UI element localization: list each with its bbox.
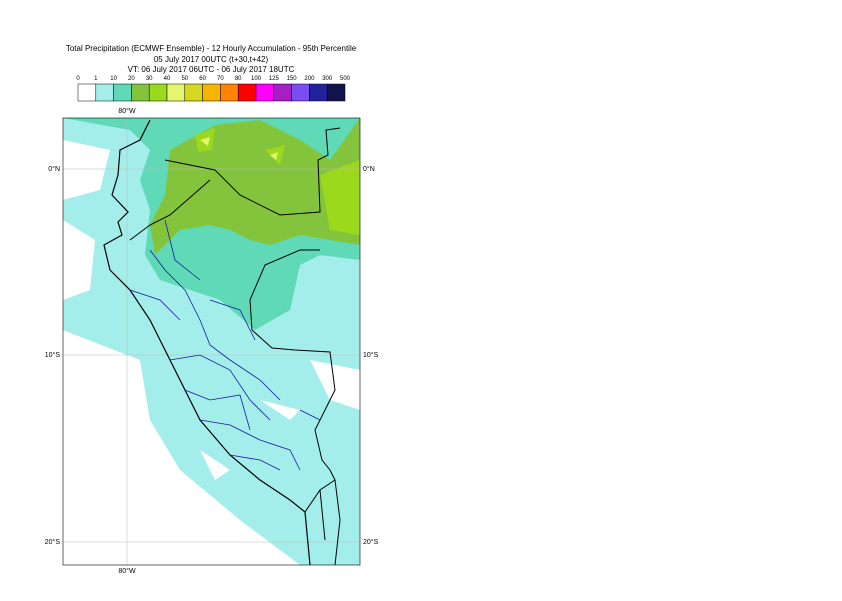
colorbar-box — [77, 83, 97, 102]
field-yellow — [200, 137, 278, 160]
colorbar-label: 30 — [146, 76, 153, 82]
colorbar-box — [220, 83, 239, 102]
colorbar-label: 20 — [128, 76, 135, 82]
lon-label: 80°W — [118, 567, 136, 575]
colorbar-label: 150 — [287, 76, 298, 82]
field-dry — [63, 140, 360, 565]
regions — [129, 219, 321, 471]
precip-field — [63, 118, 360, 565]
lon-label: 80°W — [118, 107, 136, 115]
colorbar-label: 70 — [217, 76, 224, 82]
lat-label: 10°S — [363, 351, 379, 359]
colorbar-box — [202, 83, 221, 102]
colorbar-box — [113, 83, 132, 102]
colorbar-box — [255, 83, 275, 102]
lat-label: 20°S — [363, 538, 379, 546]
colorbar: 0 1 10 20 30 40 50 60 70 80 100 125 150 200 300 500 — [76, 76, 351, 102]
colorbar-label: 500 — [340, 76, 351, 82]
colorbar-box — [184, 83, 203, 102]
colorbar-label: 100 — [251, 76, 262, 82]
colorbar-box — [291, 83, 310, 102]
colorbar-label: 40 — [164, 76, 171, 82]
colorbar-label: 60 — [199, 76, 206, 82]
field-green — [150, 118, 360, 255]
colorbar-box — [326, 83, 346, 102]
colorbar-label: 10 — [110, 76, 117, 82]
map-frame — [62, 117, 361, 566]
run-time: 05 July 2017 00UTC (t+30,t+42) — [154, 55, 269, 64]
title: Total Precipitation (ECMWF Ensemble) - 1… — [66, 44, 357, 53]
colorbar-box — [237, 83, 257, 102]
colorbar-box — [131, 83, 150, 102]
colorbar-label: 0 — [76, 76, 80, 82]
colorbar-label: 50 — [181, 76, 188, 82]
lat-label: 0°N — [48, 165, 60, 173]
colorbar-label: 125 — [269, 76, 280, 82]
valid-time: VT: 06 July 2017 06UTC - 06 July 2017 18… — [128, 65, 295, 74]
colorbar-label: 80 — [235, 76, 242, 82]
colorbar-label: 200 — [304, 76, 315, 82]
colorbar-box — [166, 83, 186, 102]
coastline — [103, 119, 311, 565]
colorbar-box — [95, 83, 114, 102]
colorbar-label: 1 — [94, 76, 98, 82]
colorbar-box — [273, 83, 292, 102]
field-lime — [195, 128, 360, 235]
borders — [129, 127, 341, 565]
colorbar-box — [148, 83, 168, 102]
colorbar-box — [309, 83, 328, 102]
colorbar-label: 300 — [322, 76, 333, 82]
lat-label: 20°S — [45, 538, 61, 546]
lat-label: 10°S — [45, 351, 61, 359]
lat-label: 0°N — [363, 165, 375, 173]
